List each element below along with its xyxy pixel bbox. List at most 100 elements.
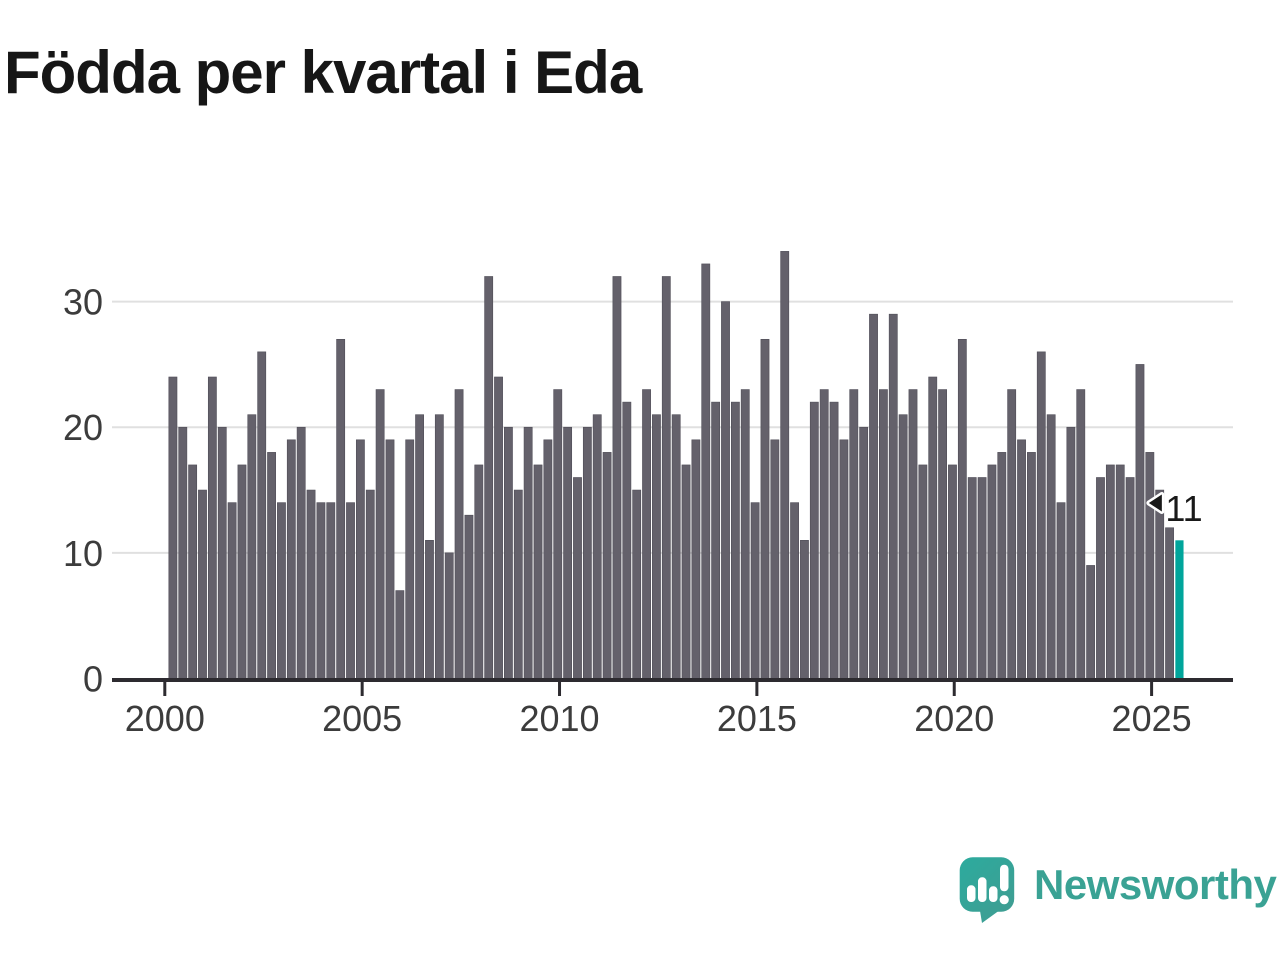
bar [1105,464,1115,679]
bar [642,389,651,679]
bar [1036,351,1046,679]
bar [849,389,859,679]
bar [750,502,760,679]
bar [612,276,622,679]
bar [444,552,454,679]
bar [829,401,839,679]
bar [573,477,582,679]
bar [405,439,415,679]
bar [494,376,503,679]
highlighted-bar [1175,540,1184,679]
bar [997,452,1007,679]
bar [780,251,790,679]
bar [1066,426,1076,679]
bar [1135,364,1145,679]
bar [691,439,701,679]
bar [977,477,987,679]
bar [869,313,878,679]
bar [464,514,474,679]
bar [602,452,612,679]
bar [592,414,602,679]
bar [247,414,257,679]
bar [1076,389,1086,679]
bar [859,426,869,679]
bar [563,426,573,679]
bar [878,389,888,679]
bar [987,464,997,679]
bar [168,376,178,679]
bar [632,489,642,679]
x-axis-tick-label: 2025 [1112,698,1192,739]
x-axis-tick-label: 2010 [519,698,599,739]
bar [178,426,188,679]
bar [839,439,849,679]
bar [355,439,365,679]
bar [1115,464,1125,679]
bar [819,389,829,679]
bar [375,389,385,679]
bar [908,389,918,679]
bar [681,464,691,679]
bar [237,464,247,679]
bar [365,489,375,679]
bar [770,439,780,679]
bar [267,452,276,679]
bar [543,439,553,679]
bar [721,301,730,679]
bar [928,376,938,679]
newsworthy-wordmark: Newsworthy [1034,861,1277,908]
bar [415,414,424,679]
bar [553,389,563,679]
bar [454,389,464,679]
bar [306,489,316,679]
y-axis-tick-label: 0 [83,659,103,700]
bar [809,401,819,679]
bar [188,464,198,679]
bar [336,338,346,679]
bar [434,414,444,679]
x-axis-tick-label: 2005 [322,698,402,739]
bar [1096,477,1105,679]
bar [395,590,405,679]
bar [740,389,750,679]
bar [671,414,681,679]
bar [277,502,286,679]
bar [957,338,967,679]
bar [1027,452,1036,679]
bar [523,426,533,679]
bar [622,401,632,679]
bar [661,276,671,679]
bar [296,426,306,679]
page-title: Födda per kvartal i Eda [4,39,642,106]
bar [425,540,434,679]
bar [790,502,799,679]
bar [198,489,207,679]
bar [701,263,711,679]
bar [385,439,395,679]
bar [474,464,484,679]
bar [652,414,661,679]
bar [346,502,355,679]
y-axis-tick-label: 20 [63,407,103,448]
bar [1145,452,1155,679]
bar [533,464,543,679]
bar [227,502,237,679]
bar [484,276,494,679]
bar [316,502,326,679]
bar [582,426,592,679]
bar [800,540,809,679]
bar [1165,527,1174,679]
bar [504,426,513,679]
bar [888,313,898,679]
x-axis-tick-label: 2000 [125,698,205,739]
bar [286,439,296,679]
bar [1046,414,1056,679]
bar [207,376,217,679]
bar [1056,502,1066,679]
bar [217,426,227,679]
annotation-value-label: 11 [1165,488,1202,529]
bar [711,401,721,679]
bar [1017,439,1026,679]
newsworthy-logo-icon [959,857,1015,923]
